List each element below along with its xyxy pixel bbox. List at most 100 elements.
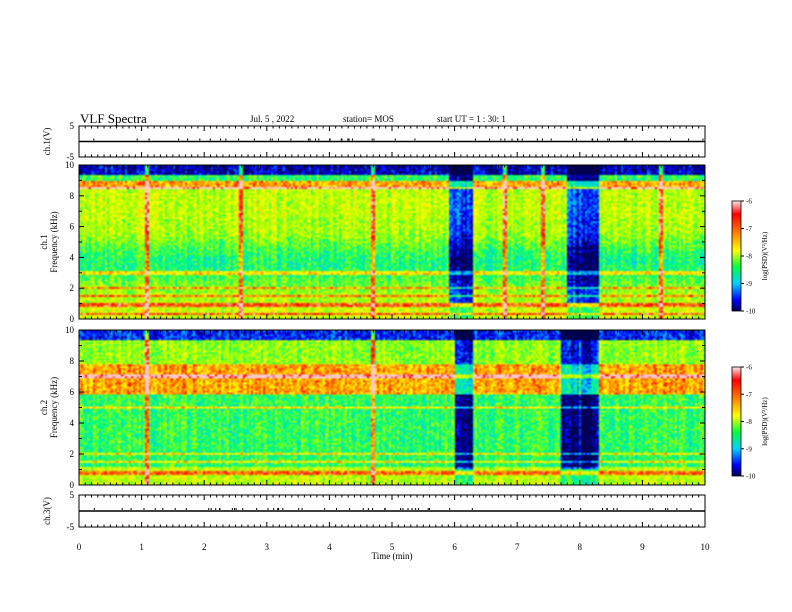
panel4-speck [349,508,351,510]
panel4-speck [93,508,95,510]
date-label: Jul. 5 , 2022 [250,114,295,124]
panel1-speck [93,138,95,141]
panel1-speck [238,138,240,141]
station-label: station= MOS [343,114,394,124]
panel4-speck [407,508,409,510]
panel1-speck [309,138,311,141]
panel4-speck [121,508,123,510]
panel1-speck [536,138,538,141]
panel1-speck [351,138,353,141]
panel2-colorbar-tick-label: -7 [746,225,752,233]
panel1-speck [631,138,633,141]
panel1-speck [511,138,513,141]
panel1-speck [225,138,227,141]
panel1-speck [608,138,610,141]
panel1-speck [348,138,350,141]
panel1-speck [591,138,593,141]
panel1-speck [187,138,189,141]
panel2-colorbar-tick-label: -8 [746,253,752,261]
panel1-ylabel: ch.1(V) [42,128,52,156]
panel4-speck [154,508,156,510]
panel1-speck [441,138,443,141]
xtick-label: 10 [701,542,711,552]
panel1-speck [340,138,342,141]
panel1-speck [347,138,349,141]
panel1-speck [148,138,150,141]
panel4-speck [569,508,571,510]
panel4-speck [471,508,473,510]
panel4-speck [367,508,369,510]
panel4-speck [652,508,654,510]
panel4-speck [185,508,187,510]
panel1-speck [541,138,543,141]
panel4-speck [563,508,565,510]
panel4-speck [215,508,217,510]
panel4-speck [602,508,604,510]
panel1-speck [624,138,626,141]
xtick-label: 4 [327,542,332,552]
panel3-ytick-label: 4 [70,418,75,428]
panel1-speck [209,138,211,141]
panel1-ytick-label: -5 [67,152,75,162]
panel4-speck [273,508,275,510]
xtick-label: 5 [390,542,395,552]
panel4-speck [278,508,280,510]
panel4-speck [411,508,413,510]
panel3-colorbar-tick-label: -8 [746,418,752,426]
panel2-ytick-label: 6 [70,222,75,232]
panel1-speck [373,138,375,141]
panel1-ytick-label: 5 [70,121,75,131]
panel4-speck [616,508,618,510]
panel1-speck [253,138,255,141]
panel2-ytick-label: 10 [65,160,75,170]
panel4-speck [449,508,451,510]
panel4-speck [690,508,692,510]
panel1-speck [597,138,599,141]
panel4-speck [324,508,326,510]
panel4-speck [231,508,233,510]
panel1-speck [220,138,222,141]
panel3-colorbar-tick-label: -6 [746,364,752,372]
panel4-speck [400,508,402,510]
panel4-speck [336,508,338,510]
panel1-speck [572,138,574,141]
panel1-speck [447,138,449,141]
panel4-speck [415,508,417,510]
panel4-ytick-label: -5 [67,522,75,532]
panel2-ytick-label: 2 [70,283,75,293]
panel1-speck [290,138,292,141]
panel4-speck [282,508,284,510]
xtick-label: 0 [77,542,82,552]
panel1-speck [516,138,518,141]
panel3-colorbar-tick-label: -10 [746,473,756,481]
panel4-speck [606,508,608,510]
panel1-speck [308,138,310,141]
xtick-label: 6 [452,542,457,552]
panel4-speck [372,508,374,510]
panel4-speck [210,508,212,510]
panel4-speck [267,508,269,510]
panel3-colorbar [731,366,742,477]
panel1-speck [136,138,138,141]
panel1-speck [670,138,672,141]
panel1-speck [504,138,506,141]
panel1-speck [474,138,476,141]
panel2-ytick-label: 4 [70,252,75,262]
panel4-speck [242,508,244,510]
panel1-speck [702,138,704,141]
xaxis-label: Time (min) [372,551,413,561]
panel4-speck [234,508,236,510]
figure-title: VLF Spectra [80,111,147,126]
panel4-speck [298,508,300,510]
panel4-speck [301,508,303,510]
xtick-label: 9 [640,542,645,552]
panel3-ytick-label: 6 [70,387,75,397]
panel3-ytick-label: 8 [70,356,75,366]
panel1-speck [414,138,416,141]
panel1-speck [607,138,609,141]
panel4-speck [384,508,386,510]
panel4-speck [665,508,667,510]
xtick-label: 7 [515,542,520,552]
panel2-colorbar-label: log(PSD)(V²/Hz) [761,231,769,280]
